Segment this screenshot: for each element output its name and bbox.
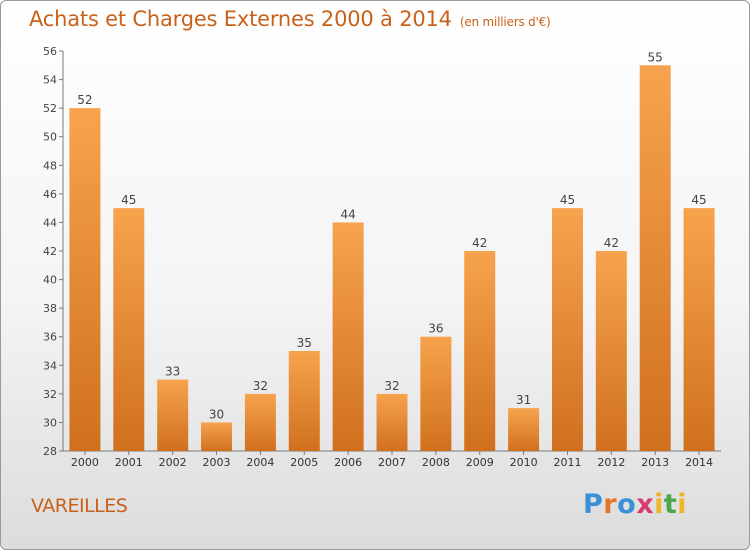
bar bbox=[332, 222, 364, 451]
place-name: VAREILLES bbox=[31, 495, 128, 517]
x-tick-label: 2001 bbox=[115, 456, 143, 469]
y-tick-label: 46 bbox=[43, 188, 57, 201]
y-tick-label: 56 bbox=[43, 45, 57, 58]
x-tick-label: 2007 bbox=[378, 456, 406, 469]
chart-title: Achats et Charges Externes 2000 à 2014 (e… bbox=[29, 7, 551, 31]
bar bbox=[157, 379, 189, 451]
bar-value-label: 45 bbox=[121, 193, 136, 207]
x-tick-label: 2003 bbox=[203, 456, 231, 469]
bar-value-label: 35 bbox=[297, 336, 312, 350]
bar bbox=[551, 208, 583, 451]
x-tick-label: 2010 bbox=[510, 456, 538, 469]
x-tick-label: 2012 bbox=[597, 456, 625, 469]
bar bbox=[288, 351, 320, 451]
bar-value-label: 45 bbox=[560, 193, 575, 207]
y-tick-label: 48 bbox=[43, 159, 57, 172]
y-tick-label: 38 bbox=[43, 302, 57, 315]
bar-value-label: 42 bbox=[604, 236, 619, 250]
bar bbox=[420, 336, 452, 451]
bar bbox=[595, 251, 627, 451]
y-tick-label: 52 bbox=[43, 102, 57, 115]
bar-value-label: 42 bbox=[472, 236, 487, 250]
y-tick-label: 36 bbox=[43, 331, 57, 344]
bar-value-label: 31 bbox=[516, 393, 531, 407]
bar-value-label: 30 bbox=[209, 407, 224, 421]
bar bbox=[201, 422, 233, 451]
chart-title-text: Achats et Charges Externes 2000 à 2014 bbox=[29, 7, 452, 31]
chart-subtitle: (en milliers d'€) bbox=[459, 15, 551, 29]
bar bbox=[464, 251, 496, 451]
x-tick-label: 2000 bbox=[71, 456, 99, 469]
x-tick-label: 2006 bbox=[334, 456, 362, 469]
bar bbox=[683, 208, 715, 451]
x-tick-label: 2002 bbox=[159, 456, 187, 469]
y-tick-label: 50 bbox=[43, 131, 57, 144]
y-tick-label: 32 bbox=[43, 388, 57, 401]
bar-value-label: 44 bbox=[340, 207, 355, 221]
bar bbox=[508, 408, 540, 451]
y-tick-label: 44 bbox=[43, 216, 57, 229]
y-tick-label: 54 bbox=[43, 74, 57, 87]
x-tick-label: 2013 bbox=[641, 456, 669, 469]
axes: 28 30 32 34 36 38 40 42 44 46 48 50 52 54 56 2000 2001 20… bbox=[43, 45, 721, 469]
bar-value-label: 33 bbox=[165, 365, 180, 379]
bar-value-label: 32 bbox=[253, 379, 268, 393]
bar-value-label: 36 bbox=[428, 322, 443, 336]
x-tick-label: 2004 bbox=[246, 456, 274, 469]
bar-value-label: 52 bbox=[77, 93, 92, 107]
y-tick-label: 30 bbox=[43, 416, 57, 429]
x-tick-label: 2008 bbox=[422, 456, 450, 469]
y-tick-label: 34 bbox=[43, 359, 57, 372]
y-tick-label: 40 bbox=[43, 274, 57, 287]
bar bbox=[244, 393, 276, 451]
proxiti-logo: Proxiti bbox=[583, 489, 688, 520]
bar bbox=[639, 65, 671, 452]
x-tick-label: 2005 bbox=[290, 456, 318, 469]
bar-value-label: 55 bbox=[648, 50, 663, 64]
bar bbox=[113, 208, 145, 451]
bar bbox=[376, 393, 408, 451]
bars-group: 52 45 33 30 32 35 44 32 36 42 31 45 42 55 45 bbox=[69, 50, 715, 452]
y-tick-label: 42 bbox=[43, 245, 57, 258]
x-tick-label: 2009 bbox=[466, 456, 494, 469]
bar bbox=[69, 108, 101, 452]
x-tick-label: 2011 bbox=[553, 456, 581, 469]
y-tick-label: 28 bbox=[43, 445, 57, 458]
x-tick-label: 2014 bbox=[685, 456, 713, 469]
bar-value-label: 32 bbox=[384, 379, 399, 393]
bar-value-label: 45 bbox=[691, 193, 706, 207]
